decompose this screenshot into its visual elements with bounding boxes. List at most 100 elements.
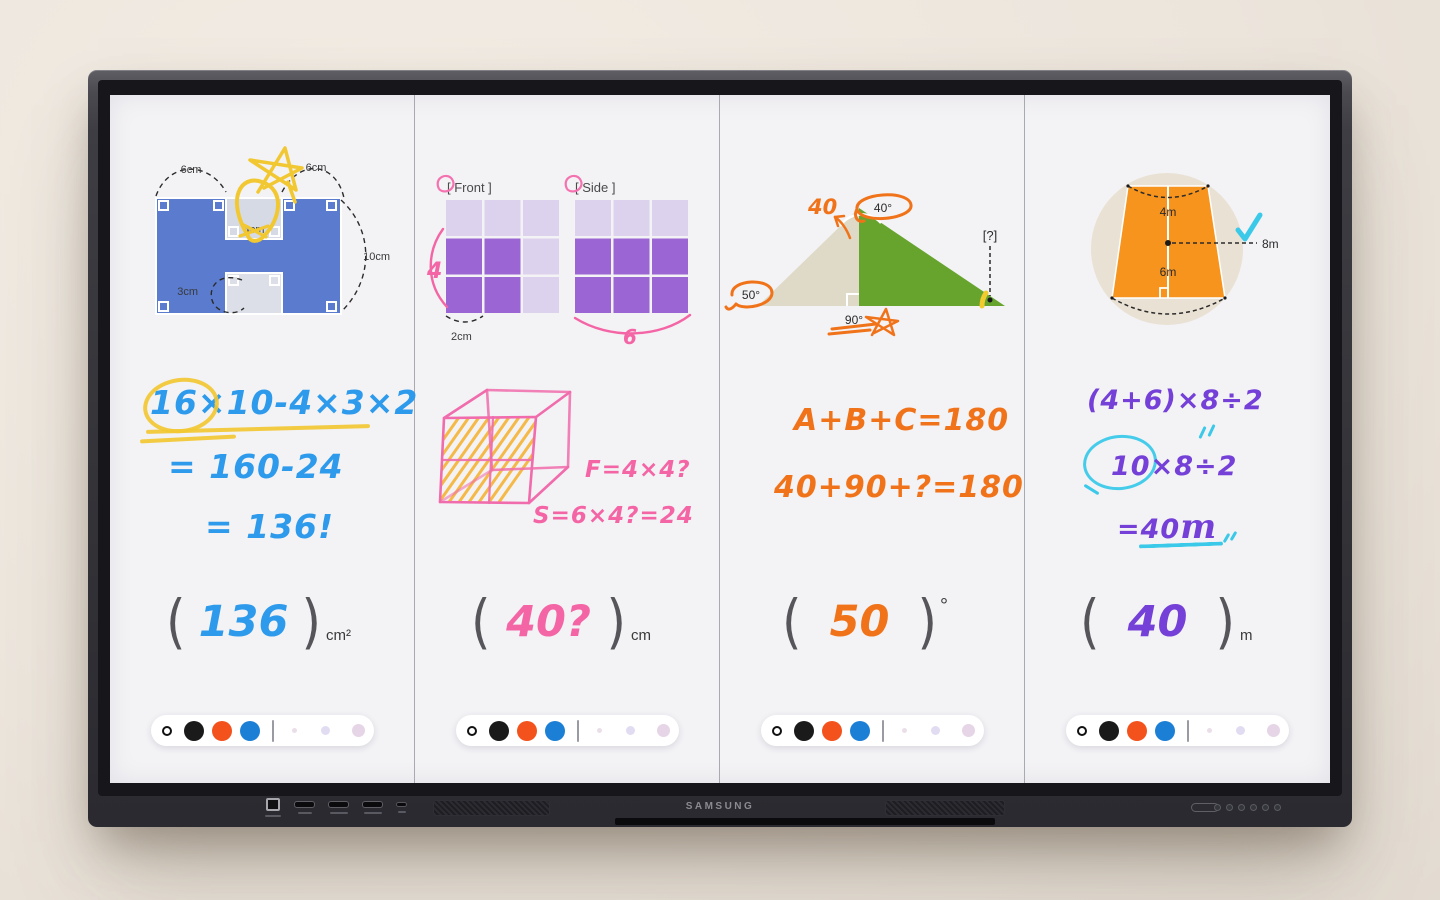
ditto-mark-doodle xyxy=(1229,530,1238,542)
pen-color-white[interactable] xyxy=(467,725,477,736)
panel-3-canvas[interactable]: 40° 50° 90° [?] 40 A+B+C=180 40+90+?=180 xyxy=(720,95,1025,783)
dimension-arcs xyxy=(1111,185,1257,315)
pen-tray xyxy=(615,818,995,825)
dim-label: 8m xyxy=(1262,237,1279,251)
pen-size-small[interactable] xyxy=(292,728,297,733)
answer-value: 50 xyxy=(829,597,890,647)
answer-unit: cm² xyxy=(326,627,352,644)
pen-size-large[interactable] xyxy=(1267,724,1280,737)
pen-color-blue[interactable] xyxy=(240,720,260,741)
arc-dot xyxy=(1110,296,1114,300)
toolbar-divider xyxy=(882,719,884,742)
unknown-label: [?] xyxy=(983,228,997,243)
pen-size-large[interactable] xyxy=(962,724,975,737)
dim-label: 6 xyxy=(623,325,637,349)
pen-color-orange[interactable] xyxy=(212,720,232,741)
front-grid xyxy=(446,200,559,313)
answer-unit: cm xyxy=(631,627,652,644)
pen-color-blue[interactable] xyxy=(1155,720,1175,741)
pen-color-orange[interactable] xyxy=(1127,720,1147,741)
dim-label: 6m xyxy=(1160,265,1177,279)
pen-toolbar xyxy=(151,715,374,746)
pen-size-medium[interactable] xyxy=(626,726,635,735)
brace-doodle xyxy=(429,227,449,309)
cube-edges xyxy=(438,388,572,505)
work-line: F=4×4? xyxy=(585,457,691,483)
toolbar-divider xyxy=(577,719,579,742)
pen-color-black[interactable] xyxy=(489,720,509,741)
dimension-arc xyxy=(445,315,484,323)
usb-port xyxy=(265,798,281,817)
answer-value: 136 xyxy=(198,597,289,647)
triangle-left-half xyxy=(758,208,859,306)
speaker-grille xyxy=(433,800,550,816)
bezel-button-power xyxy=(1214,804,1221,811)
panel-1-canvas[interactable]: 6cm 6cm 10cm 3cm 4cm 16×10-4×3×2 = 160-2… xyxy=(110,95,417,783)
bezel-button xyxy=(1274,804,1281,811)
paren-open: ( xyxy=(471,587,491,657)
work-line-text: =40 xyxy=(1117,514,1181,545)
side-label: [ Side ] xyxy=(575,180,615,195)
ditto-mark-doodle xyxy=(1207,423,1216,438)
dim-label: 10cm xyxy=(363,251,390,263)
bezel-button xyxy=(1250,804,1257,811)
angle-note: 40 xyxy=(807,195,837,219)
pen-color-white[interactable] xyxy=(162,725,172,736)
pen-size-small[interactable] xyxy=(1207,728,1212,733)
pen-color-black[interactable] xyxy=(794,720,814,741)
pen-color-white[interactable] xyxy=(1077,725,1087,736)
angle-label: 90° xyxy=(845,313,863,327)
answer-value: 40? xyxy=(506,597,591,647)
dim-label: 4 xyxy=(426,259,442,284)
pen-size-small[interactable] xyxy=(597,728,602,733)
unknown-angle-arc xyxy=(979,290,989,309)
answer-row: ( 40? ) cm xyxy=(471,588,652,656)
pen-size-small[interactable] xyxy=(902,728,907,733)
panel-2-canvas[interactable]: [ Front ] [ Side ] 4 2cm xyxy=(415,95,720,783)
speaker-grille xyxy=(885,800,1005,816)
dim-label: 6cm xyxy=(306,162,327,174)
answer-value: 40 xyxy=(1127,597,1188,647)
front-label: [ Front ] xyxy=(447,180,492,195)
pen-color-black[interactable] xyxy=(184,720,204,741)
answer-row: ( 136 ) cm² xyxy=(166,588,352,656)
work-line: 40+90+?=180 xyxy=(774,470,1024,505)
pen-color-blue[interactable] xyxy=(850,720,870,741)
work-line: = 136! xyxy=(205,507,335,546)
pen-size-medium[interactable] xyxy=(1236,726,1245,735)
dim-label: 3cm xyxy=(177,286,198,298)
pen-size-large[interactable] xyxy=(657,724,670,737)
dim-label: 2cm xyxy=(451,331,472,343)
dim-label: 6cm xyxy=(181,164,202,176)
hdmi-port xyxy=(294,798,315,814)
panel-4-canvas[interactable]: 4m 8m 6m (4+6)×8÷2 10×8÷2 =40m ( 40 ) m xyxy=(1025,95,1330,783)
work-line: = 160-24 xyxy=(168,447,344,486)
flip-display-device: 6cm 6cm 10cm 3cm 4cm 16×10-4×3×2 = 160-2… xyxy=(88,70,1352,827)
ditto-mark-doodle xyxy=(1198,425,1207,440)
checkmark-doodle xyxy=(1235,212,1263,242)
pen-color-blue[interactable] xyxy=(545,720,565,741)
pen-color-white[interactable] xyxy=(772,725,782,736)
arc-dot xyxy=(1206,184,1210,188)
pen-size-medium[interactable] xyxy=(321,726,330,735)
pen-size-medium[interactable] xyxy=(931,726,940,735)
paren-close: ) xyxy=(1215,587,1236,657)
bezel-button xyxy=(1262,804,1269,811)
answer-row: ( 50 ) ° xyxy=(782,588,948,656)
triangle-right-half xyxy=(859,208,1005,306)
yellow-underline-doodle xyxy=(139,434,237,444)
usb-c-port xyxy=(396,798,407,813)
pen-color-orange[interactable] xyxy=(517,720,537,741)
pen-color-orange[interactable] xyxy=(822,720,842,741)
paren-close: ) xyxy=(301,587,322,657)
heart-doodle xyxy=(436,174,455,193)
front-side-grids-figure: [ Front ] [ Side ] 4 2cm xyxy=(426,174,692,349)
pen-size-large[interactable] xyxy=(352,724,365,737)
answer-unit: m xyxy=(1240,627,1253,644)
dim-label: 4m xyxy=(1160,205,1177,219)
orange-doodles xyxy=(724,193,913,337)
yellow-doodles xyxy=(235,146,304,243)
pen-color-black[interactable] xyxy=(1099,720,1119,741)
angle-label: 40° xyxy=(874,201,892,215)
